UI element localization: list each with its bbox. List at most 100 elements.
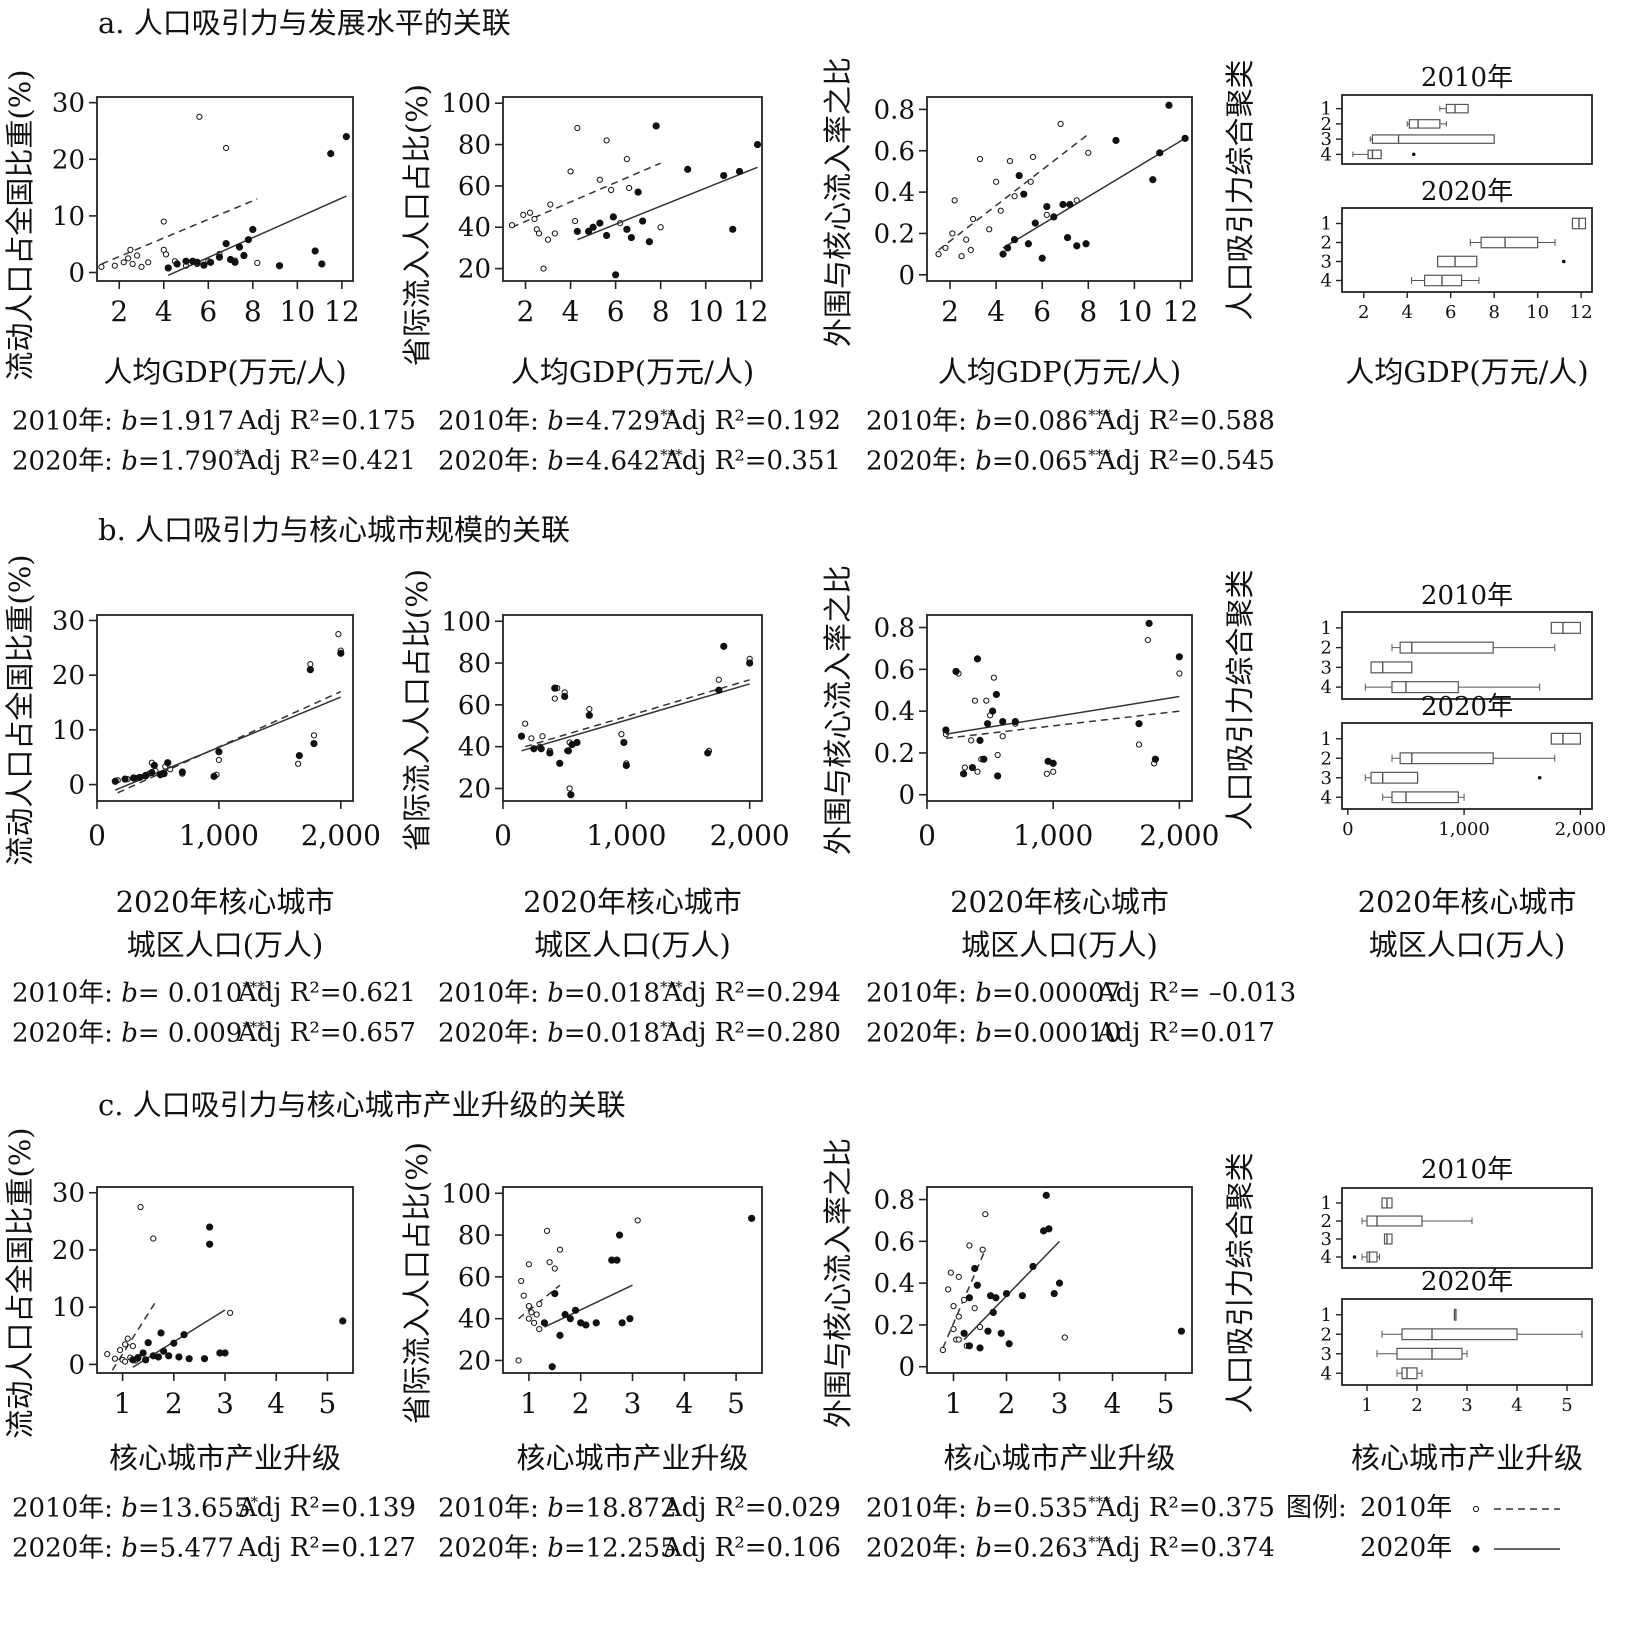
panel-a1-point-2020 (222, 240, 230, 248)
panel-a3-xtick-label: 4 (987, 295, 1005, 328)
panel-c1-ytick-label: 10 (52, 1293, 85, 1323)
panel-c3-point-2020 (965, 1342, 974, 1350)
panel-a1-point-2010 (111, 262, 118, 269)
stat-r2-b1-2020: Adj R²=0.657 (238, 1018, 416, 1048)
legend-2020: 2020年 (1360, 1533, 1453, 1563)
panel-c2-xtick-label: 1 (520, 1387, 538, 1420)
panel-a3-point-2010 (951, 197, 958, 204)
panel-b4-2010-cat-label: 1 (1321, 618, 1332, 639)
panel-a2-xtick-label: 6 (607, 295, 625, 328)
stat-r2-b2-2020: Adj R²=0.280 (663, 1018, 841, 1048)
panel-a1-xtick-label: 12 (324, 295, 360, 328)
panel-b4-2010-box (1399, 641, 1494, 654)
stat-c2-2020: 2020年: b=12.255 (438, 1533, 677, 1564)
panel-b1-xtick-label: 0 (88, 819, 106, 852)
stat-r2-c1-2020: Adj R²=0.127 (238, 1533, 416, 1563)
panel-c2-point-2010 (525, 1261, 533, 1268)
panel-a3-point-2010 (976, 155, 984, 163)
panel-c1-point-2020 (180, 1331, 188, 1339)
panel-c2-point-2020 (615, 1231, 624, 1239)
panel-a4-2020-title: 2020年 (1421, 177, 1513, 207)
stat-c1-2020: 2020年: b=5.477 (12, 1533, 235, 1564)
stat-a3-2010: 2010年: b=0.086*** (866, 406, 1111, 437)
panel-a3-point-2010 (993, 178, 1000, 185)
panel-b1-ylabel: 流动人口占全国比重(%) (3, 554, 37, 865)
panel-c2-point-2020 (626, 1315, 634, 1323)
panel-b3-xlabel: 2020年核心城市 (950, 885, 1169, 919)
panel-b2-point-2010 (528, 735, 535, 742)
panel-c4-2020-xtick-label: 4 (1511, 1395, 1522, 1416)
panel-a2-point-2020 (596, 219, 604, 227)
panel-a2-point-2010 (657, 224, 664, 231)
panel-b3-point-2010 (990, 674, 997, 681)
panel-a2-point-2020 (584, 227, 593, 235)
stat-b1-2010: 2010年: b= 0.010*** (12, 978, 265, 1009)
panel-a2-ytick-label: 40 (458, 213, 491, 243)
panel-a3-point-2020 (1181, 134, 1189, 142)
legend-marker-2010 (1472, 1505, 1480, 1513)
panel-b4-2010-frame (1341, 611, 1593, 700)
stat-r2-b1-2010: Adj R²=0.621 (238, 978, 416, 1008)
panel-b4-2010-title: 2010年 (1421, 581, 1513, 611)
panel-a2-fit-2010 (511, 162, 661, 228)
panel-a3-point-2020 (1156, 149, 1164, 157)
panel-a1-ytick-label: 0 (68, 259, 85, 289)
panel-c3-ytick-label: 0 (898, 1353, 915, 1383)
panel-a4-2020-box (1480, 236, 1539, 249)
panel-a3-point-2010 (967, 246, 974, 254)
panel-c4-2010-frame (1341, 1187, 1593, 1269)
panel-b1-point-2020 (150, 761, 158, 770)
panel-b3-point-2020 (994, 772, 1002, 780)
panel-a2-point-2010 (540, 265, 547, 272)
panel-b2-point-2020 (564, 747, 572, 755)
panel-c4-2020-cat-label: 3 (1321, 1344, 1332, 1365)
panel-c2-ytick-label: 60 (458, 1263, 491, 1293)
panel-c1-ylabel: 流动人口占全国比重(%) (3, 1127, 37, 1438)
panel-b3-point-2020 (983, 720, 992, 728)
panel-c4-2020-frame (1341, 1298, 1593, 1386)
panel-b2-point-2010 (539, 733, 546, 740)
panel-b2-point-2020 (567, 791, 575, 799)
panel-c1-point-2020 (221, 1349, 229, 1357)
panel-b3-point-2020 (1011, 717, 1019, 726)
panel-c1-ytick-label: 0 (68, 1350, 85, 1380)
panel-c4-2010-cat-label: 1 (1321, 1193, 1332, 1214)
panel-a2-point-2010 (608, 186, 615, 194)
panel-c3-point-2020 (1042, 1191, 1050, 1199)
panel-c2-point-2020 (556, 1331, 564, 1339)
panel-b4-2020-frame (1341, 722, 1593, 810)
panel-b2-fit-2020 (521, 683, 750, 752)
panel-c3-point-2010 (955, 1273, 962, 1280)
panel-b1-point-2020 (121, 775, 129, 783)
panel-a3-point-2020 (1050, 213, 1058, 221)
panel-c1-point-2020 (154, 1353, 163, 1361)
panel-a2-ytick-label: 100 (441, 89, 491, 119)
legend-marker-2020 (1472, 1545, 1480, 1553)
panel-b1-point-2010 (310, 732, 318, 739)
panel-c2-ytick-label: 100 (441, 1179, 491, 1209)
panel-a4-2010-title: 2010年 (1421, 63, 1513, 93)
panel-b3-point-2010 (961, 764, 968, 771)
panel-b1-xtick-label: 1,000 (179, 819, 259, 852)
panel-c1-xtick-label: 4 (267, 1387, 285, 1420)
panel-c3-xtick-label: 2 (998, 1387, 1016, 1420)
panel-b3-point-2010 (974, 768, 981, 775)
panel-c3-point-2010 (939, 1346, 947, 1354)
panel-c1-point-2020 (144, 1339, 152, 1347)
panel-b3-point-2020 (992, 690, 1001, 699)
stat-b2-2020: 2020年: b=0.018** (438, 1018, 676, 1049)
panel-a1-point-2010 (160, 218, 167, 225)
panel-a4-2020-cat-label: 1 (1321, 214, 1332, 235)
panel-c3-point-2020 (960, 1329, 968, 1337)
panel-c4-2010-cat-label: 2 (1321, 1211, 1332, 1232)
panel-c3-point-2020 (965, 1294, 974, 1302)
panel-b1-point-2020 (148, 768, 156, 777)
panel-b1-point-2020 (210, 772, 218, 780)
panel-a3-point-2020 (1059, 200, 1067, 209)
panel-b1-point-2020 (295, 751, 303, 760)
panel-c2-frame (502, 1186, 763, 1374)
panel-b4-2010-box (1550, 621, 1581, 634)
panel-b3-point-2020 (1175, 653, 1183, 661)
panel-c1-xtick-label: 5 (318, 1387, 336, 1420)
panel-a3-frame (926, 96, 1193, 282)
